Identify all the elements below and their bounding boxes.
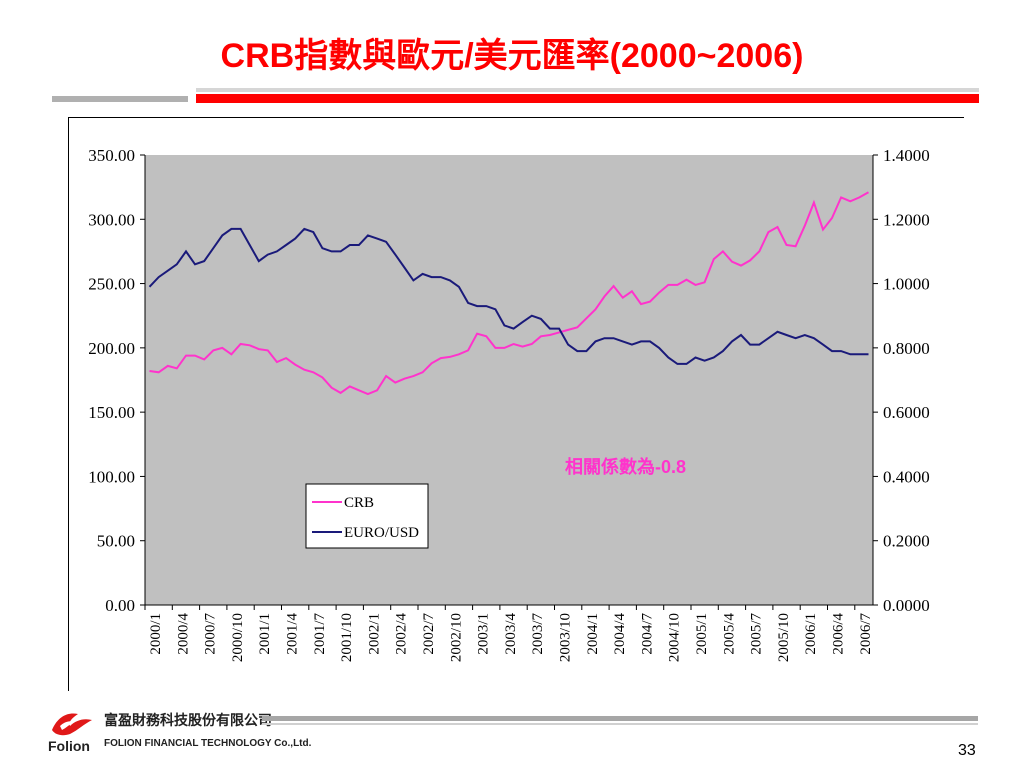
x-axis-tick-label: 2003/1 [476, 613, 492, 655]
page-number: 33 [958, 742, 976, 759]
x-axis-tick-label: 2005/10 [776, 613, 792, 662]
chart: 350.00 300.00 250.00 200.00 150.00 100.00 50.0… [88, 146, 930, 662]
x-axis-tick-label: 2001/1 [257, 613, 273, 655]
chart-legend: CRB EURO/USD [305, 483, 429, 549]
company-name-en: FOLION FINANCIAL TECHNOLOGY Co.,Ltd. [104, 738, 312, 749]
x-axis-tick-label: 2001/4 [285, 613, 301, 655]
title-underline-gray [52, 96, 188, 102]
left-axis-tick-label: 350.00 [88, 146, 135, 165]
slide-title: CRB指數與歐元/美元匯率(2000~2006) [220, 37, 804, 75]
legend-euro-usd-label: EURO/USD [344, 525, 419, 541]
x-axis-tick-label: 2000/7 [203, 613, 219, 655]
legend-box [305, 483, 429, 549]
x-axis-tick-label: 2004/1 [585, 613, 601, 655]
x-axis-tick-label: 2000/4 [175, 613, 191, 655]
x-axis-tick-label: 2005/4 [721, 613, 737, 655]
footer-divider-thin [262, 723, 978, 725]
footer-divider [262, 716, 978, 721]
x-axis-tick-label: 2002/4 [394, 613, 410, 655]
correlation-annotation: 相關係數為-0.8 [565, 456, 686, 477]
x-axis-tick-label: 2002/1 [366, 613, 382, 655]
x-axis-tick-label: 2006/4 [831, 613, 847, 655]
crb-series-line [149, 191, 869, 396]
chart-frame: 350.00 300.00 250.00 200.00 150.00 100.00 50.0… [68, 117, 964, 691]
euro-usd-series-line [148, 227, 869, 365]
x-axis-tick-label: 2003/7 [530, 613, 546, 655]
x-axis-tick-label: 2005/7 [749, 613, 765, 655]
x-axis-tick-label: 2003/10 [558, 613, 574, 662]
title-underline-thin [196, 88, 979, 92]
left-axis-tick-label: 150.00 [88, 403, 135, 422]
right-axis-tick-label: 0.8000 [883, 339, 930, 358]
legend-crb-label: CRB [344, 495, 374, 511]
x-axis-tick-label: 2006/1 [803, 613, 819, 655]
right-axis-tick-label: 0.2000 [883, 532, 930, 551]
x-axis-tick-label: 2001/10 [339, 613, 355, 662]
company-name-cn: 富盈財務科技股份有限公司 [104, 712, 272, 728]
left-axis-tick-label: 300.00 [88, 210, 135, 229]
x-axis-tick-label: 2004/7 [639, 613, 655, 655]
x-axis-tick-label: 2002/10 [448, 613, 464, 662]
x-axis-tick-label: 2000/1 [148, 613, 164, 655]
right-axis-tick-label: 0.4000 [883, 467, 930, 486]
right-axis-tick-label: 0.6000 [883, 403, 930, 422]
x-axis-tick-label: 2001/7 [312, 613, 328, 655]
plot-area [145, 155, 873, 605]
left-axis-tick-label: 50.00 [97, 532, 135, 551]
x-axis-tick-label: 2003/4 [503, 613, 519, 655]
right-axis-tick-label: 1.0000 [883, 275, 930, 294]
x-axis-tick-label: 2006/7 [858, 613, 874, 655]
folion-logo-icon [52, 713, 92, 736]
title-underline-red [196, 94, 979, 103]
x-axis-tick-label: 2005/1 [694, 613, 710, 655]
x-axis-tick-label: 2002/7 [421, 613, 437, 655]
right-axis-tick-label: 1.2000 [883, 210, 930, 229]
left-axis-tick-label: 200.00 [88, 339, 135, 358]
left-axis-tick-label: 250.00 [88, 275, 135, 294]
left-axis-tick-label: 0.00 [105, 596, 135, 615]
x-axis-tick-label: 2000/10 [230, 613, 246, 662]
x-axis-tick-label: 2004/10 [667, 613, 683, 662]
left-axis-tick-label: 100.00 [88, 467, 135, 486]
x-axis-tick-label: 2004/4 [612, 613, 628, 655]
right-axis-tick-label: 0.0000 [883, 596, 930, 615]
logo-text: Folion [48, 738, 90, 754]
right-axis-tick-label: 1.4000 [883, 146, 930, 165]
